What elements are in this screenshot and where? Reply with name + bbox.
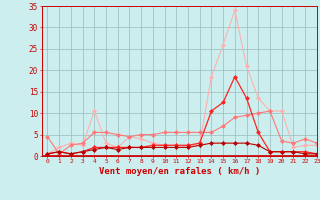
X-axis label: Vent moyen/en rafales ( km/h ): Vent moyen/en rafales ( km/h ) [99,167,260,176]
